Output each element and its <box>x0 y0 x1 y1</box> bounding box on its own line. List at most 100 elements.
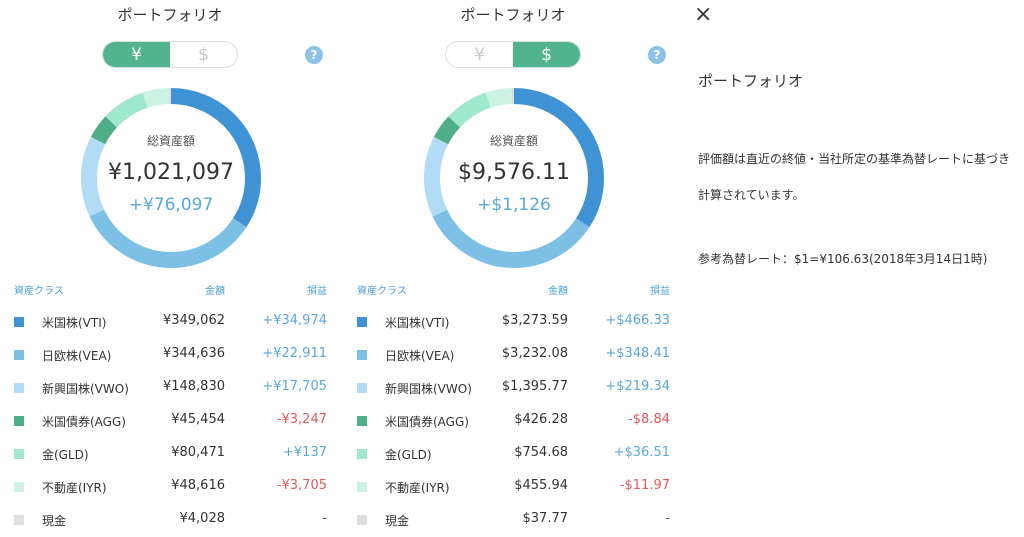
table-row: 米国債券(AGG) ¥45,454 -¥3,247 <box>0 405 340 438</box>
donut-slice <box>81 88 261 268</box>
table-row: 金(GLD) ¥80,471 +¥137 <box>0 438 340 471</box>
asset-amount: $1,395.77 <box>501 379 568 394</box>
exchange-rate-note: 参考為替レート：$1=¥106.63(2018年3月14日1時) <box>698 252 988 266</box>
total-assets-label: 総資産額 <box>146 134 195 148</box>
table-row: 新興国株(VWO) ¥148,830 +¥17,705 <box>0 372 340 405</box>
asset-name: 不動産(IYR) <box>385 481 450 495</box>
table-row: 現金 ¥4,028 - <box>0 504 340 537</box>
currency-toggle[interactable]: ¥ $ <box>445 41 581 68</box>
info-panel: × ポートフォリオ 評価額は直近の終値・当社所定の基準為替レートに基づき計算され… <box>686 0 1024 534</box>
asset-gain: -¥3,247 <box>276 412 327 427</box>
dollar-toggle-button[interactable]: $ <box>513 42 580 67</box>
yen-toggle-button[interactable]: ¥ <box>103 42 170 67</box>
table-header: 資産クラス 金額 損益 <box>0 282 340 297</box>
asset-amount: $426.28 <box>514 412 568 427</box>
asset-name: 米国債券(AGG) <box>42 415 126 429</box>
panel-title: ポートフォリオ <box>117 6 223 24</box>
color-swatch <box>14 515 24 525</box>
table-row: 金(GLD) $754.68 +$36.51 <box>343 438 683 471</box>
color-swatch <box>357 416 367 426</box>
asset-name: 不動産(IYR) <box>42 481 107 495</box>
asset-amount: ¥349,062 <box>162 313 225 328</box>
portfolio-panel-jpy: ポートフォリオ ¥ $ ? 総資産額 ¥1,021,097 +¥76,097 資… <box>0 0 340 534</box>
color-swatch <box>14 350 24 360</box>
allocation-donut-chart <box>81 88 261 268</box>
donut-slice <box>424 88 604 268</box>
asset-amount: ¥4,028 <box>179 511 226 526</box>
asset-name: 現金 <box>42 514 67 528</box>
asset-gain: -$11.97 <box>619 478 670 493</box>
asset-gain: +¥34,974 <box>262 313 327 328</box>
total-assets-value: $9,576.11 <box>458 160 570 185</box>
asset-amount: ¥344,636 <box>162 346 225 361</box>
color-swatch <box>14 449 24 459</box>
table-row: 米国株(VTI) $3,273.59 +$466.33 <box>343 306 683 339</box>
asset-class-header: 資産クラス <box>14 286 64 297</box>
panel-title: ポートフォリオ <box>460 6 566 24</box>
asset-amount: $754.68 <box>514 445 568 460</box>
dollar-toggle-button[interactable]: $ <box>198 44 209 65</box>
yen-toggle-button[interactable]: ¥ <box>474 44 485 65</box>
color-swatch <box>14 482 24 492</box>
asset-name: 現金 <box>385 514 410 528</box>
asset-gain: +$219.34 <box>605 379 670 394</box>
color-swatch <box>14 416 24 426</box>
asset-name: 新興国株(VWO) <box>385 382 472 396</box>
help-icon[interactable]: ? <box>305 46 323 64</box>
asset-gain: -$8.84 <box>628 412 670 427</box>
color-swatch <box>357 383 367 393</box>
asset-name: 新興国株(VWO) <box>42 382 129 396</box>
asset-amount: $3,273.59 <box>501 313 568 328</box>
color-swatch <box>14 317 24 327</box>
asset-gain: -¥3,705 <box>276 478 327 493</box>
asset-amount: $3,232.08 <box>501 346 568 361</box>
amount-header: 金額 <box>205 286 225 297</box>
asset-name: 金(GLD) <box>385 448 432 462</box>
allocation-donut-chart <box>424 88 604 268</box>
asset-amount: $455.94 <box>514 478 568 493</box>
info-description: 評価額は直近の終値・当社所定の基準為替レートに基づき計算されています。 <box>698 152 1011 202</box>
currency-toggle[interactable]: ¥ $ <box>102 41 238 68</box>
table-row: 米国株(VTI) ¥349,062 +¥34,974 <box>0 306 340 339</box>
asset-name: 米国株(VTI) <box>42 316 107 330</box>
donut-slice <box>81 88 261 268</box>
asset-amount: $37.77 <box>522 511 569 526</box>
color-swatch <box>357 317 367 327</box>
total-gain-value: +$1,126 <box>477 195 551 215</box>
table-row: 不動産(IYR) $455.94 -$11.97 <box>343 471 683 504</box>
asset-gain: +¥137 <box>283 445 327 460</box>
table-row: 米国債券(AGG) $426.28 -$8.84 <box>343 405 683 438</box>
close-icon[interactable]: × <box>694 2 713 27</box>
table-row: 日欧株(VEA) $3,232.08 +$348.41 <box>343 339 683 372</box>
total-assets-label: 総資産額 <box>489 134 538 148</box>
donut-slice <box>424 88 604 268</box>
info-title: ポートフォリオ <box>698 72 804 90</box>
color-swatch <box>14 383 24 393</box>
asset-amount: ¥45,454 <box>171 412 225 427</box>
asset-gain: +¥17,705 <box>262 379 327 394</box>
asset-class-header: 資産クラス <box>357 286 407 297</box>
color-swatch <box>357 515 367 525</box>
asset-gain: +¥22,911 <box>262 346 327 361</box>
asset-gain: - <box>665 511 670 526</box>
asset-name: 日欧株(VEA) <box>385 349 455 363</box>
portfolio-panel-usd: ポートフォリオ ¥ $ ? 総資産額 $9,576.11 +$1,126 資産ク… <box>343 0 683 534</box>
asset-amount: ¥80,471 <box>171 445 225 460</box>
table-header: 資産クラス 金額 損益 <box>343 282 683 297</box>
amount-header: 金額 <box>548 286 568 297</box>
total-assets-value: ¥1,021,097 <box>108 160 234 185</box>
table-row: 現金 $37.77 - <box>343 504 683 537</box>
asset-gain: +$348.41 <box>605 346 670 361</box>
gain-header: 損益 <box>307 286 327 297</box>
asset-gain: +$36.51 <box>613 445 670 460</box>
asset-name: 日欧株(VEA) <box>42 349 112 363</box>
asset-gain: - <box>322 511 327 526</box>
asset-amount: ¥48,616 <box>171 478 225 493</box>
table-row: 新興国株(VWO) $1,395.77 +$219.34 <box>343 372 683 405</box>
help-icon[interactable]: ? <box>648 46 666 64</box>
asset-name: 米国株(VTI) <box>385 316 450 330</box>
asset-list: 米国株(VTI) ¥349,062 +¥34,974 日欧株(VEA) ¥344,636… <box>0 306 340 537</box>
donut-slice <box>81 88 261 268</box>
asset-name: 金(GLD) <box>42 448 89 462</box>
table-row: 不動産(IYR) ¥48,616 -¥3,705 <box>0 471 340 504</box>
